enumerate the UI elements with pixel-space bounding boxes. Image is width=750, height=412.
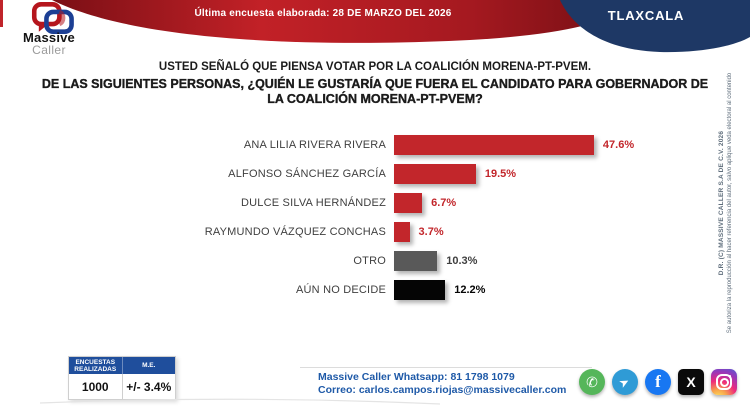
contact-info: Massive Caller Whatsapp: 81 1798 1079 Co… (318, 371, 566, 396)
chart-value-label: 12.2% (454, 283, 486, 296)
instagram-camera-frame (716, 374, 732, 390)
whatsapp-icon[interactable]: ✆ (579, 369, 605, 395)
whatsapp-glyph: ✆ (586, 373, 598, 390)
chart-value-label: 10.3% (446, 254, 478, 267)
chart-bar (394, 221, 410, 242)
massive-caller-logo-icon (31, 2, 74, 34)
chart-category-label: ANA LILIA RIVERA RIVERA (243, 138, 386, 151)
header-banner-shapes (52, 0, 750, 53)
survey-date-banner: Última encuesta elaborada: 28 DE MARZO D… (194, 8, 452, 19)
chart-value-label: 3.7% (418, 225, 444, 238)
telegram-glyph: ➤ (616, 373, 632, 392)
chart-row: ANA LILIA RIVERA RIVERA 47.6% (36, 130, 696, 159)
x-glyph: X (686, 374, 696, 390)
chart-bar (394, 134, 594, 155)
logo-word-caller: Caller (32, 43, 66, 57)
navy-banner-shape (560, 0, 750, 53)
margin-error-value-cell: +/- 3.4% (126, 379, 172, 394)
chart-row: DULCE SILVA HERNÁNDEZ 6.7% (36, 188, 696, 217)
chart-bar (394, 250, 438, 271)
question-line1: USTED SEÑALÓ QUE PIENSA VOTAR POR LA COA… (158, 61, 592, 73)
chart-row: AÚN NO DECIDE 12.2% (36, 275, 696, 304)
chart-value-label: 19.5% (484, 167, 517, 180)
chart-row: RAYMUNDO VÁZQUEZ CONCHAS 3.7% (36, 217, 696, 246)
x-twitter-icon[interactable]: X (678, 369, 704, 395)
chart-value-label: 6.7% (431, 196, 457, 209)
chart-value-label: 47.6% (602, 138, 635, 151)
question-title: USTED SEÑALÓ QUE PIENSA VOTAR POR LA COA… (35, 61, 715, 107)
chart-category-label: OTRO (353, 254, 386, 267)
region-badge: TLAXCALA (607, 8, 685, 23)
question-line2: DE LAS SIGUIENTES PERSONAS, ¿QUIÉN LE GU… (41, 77, 709, 106)
massive-caller-logo-text: Massive Caller (10, 30, 88, 57)
facebook-glyph: f (655, 372, 661, 391)
footer-divider (300, 367, 592, 368)
copyright-line1: D.R. (C) MASSIVE CALLER S.A DE C.V. 2026 (718, 130, 725, 276)
chart-category-label: RAYMUNDO VÁZQUEZ CONCHAS (204, 225, 386, 238)
margin-error-header-cell: M.E. (142, 362, 156, 369)
left-edge-accent (0, 0, 3, 27)
chart-category-label: DULCE SILVA HERNÁNDEZ (241, 196, 386, 209)
telegram-icon[interactable]: ➤ (612, 369, 638, 395)
surveys-value-cell: 1000 (69, 374, 123, 399)
instagram-camera-flash-dot (728, 375, 731, 378)
chart-row: ALFONSO SÁNCHEZ GARCÍA 19.5% (36, 159, 696, 188)
chart-bar (394, 163, 476, 184)
logo-word-massive: Massive (23, 30, 75, 45)
chart-category-label: AÚN NO DECIDE (296, 283, 386, 296)
email-contact-line: Correo: carlos.campos.riojas@massivecall… (318, 383, 567, 396)
red-banner-shape (52, 0, 648, 43)
whatsapp-contact-line: Massive Caller Whatsapp: 81 1798 1079 (318, 371, 515, 383)
sample-size-table: ENCUESTAS REALIZADAS M.E. 1000 +/- 3.4% (68, 356, 176, 400)
facebook-icon[interactable]: f (645, 369, 671, 395)
chart-category-label: ALFONSO SÁNCHEZ GARCÍA (228, 167, 386, 180)
social-icons: ✆ ➤ f X (579, 369, 737, 395)
copyright-vertical-text: D.R. (C) MASSIVE CALLER S.A DE C.V. 2026… (717, 43, 743, 363)
surveys-header-cell: ENCUESTAS REALIZADAS (69, 357, 123, 374)
chart-bar (394, 279, 446, 300)
chart-bar (394, 192, 423, 213)
instagram-icon[interactable] (711, 369, 737, 395)
footer-wave-line (39, 398, 441, 405)
bar-chart: ANA LILIA RIVERA RIVERA 47.6% ALFONSO SÁNC… (36, 130, 696, 304)
instagram-camera-lens (719, 377, 729, 387)
sample-size-table-values: 1000 +/- 3.4% (69, 374, 175, 399)
copyright-line2: Se autoriza la reproducción al hacer ref… (727, 72, 733, 334)
sample-size-table-header: ENCUESTAS REALIZADAS M.E. (69, 357, 175, 374)
chart-row: OTRO 10.3% (36, 246, 696, 275)
